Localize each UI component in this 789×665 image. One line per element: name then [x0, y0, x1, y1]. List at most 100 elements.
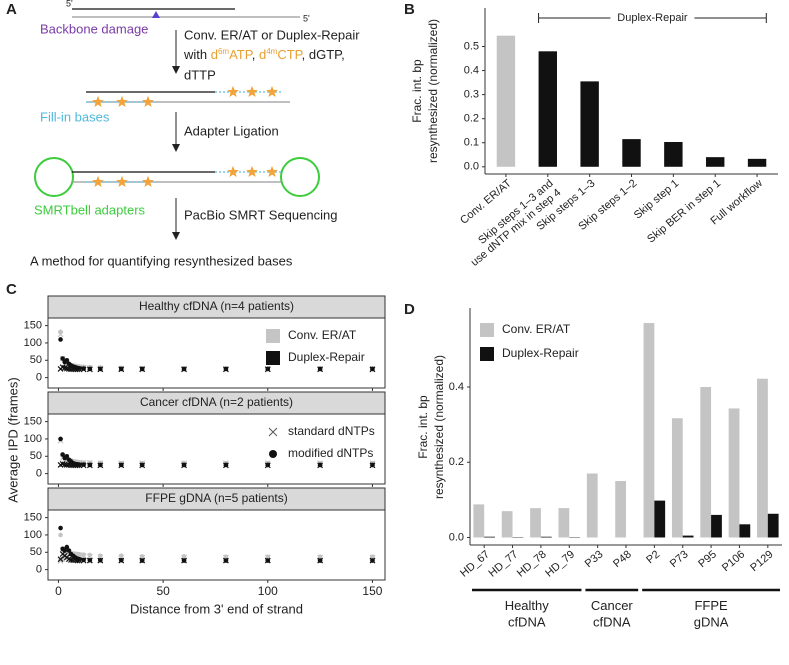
star [116, 175, 128, 187]
point [87, 552, 93, 558]
y-tick-label: 50 [30, 354, 42, 366]
y-axis-label: resynthesized (normalized) [432, 355, 446, 499]
y-tick-label: 0.4 [449, 381, 464, 393]
point [64, 453, 70, 459]
point [139, 558, 145, 563]
x-tick-label: 50 [156, 584, 170, 598]
point [370, 462, 375, 468]
point [60, 356, 65, 361]
point [370, 554, 375, 560]
point [81, 462, 86, 467]
y-tick-label: 150 [24, 416, 42, 428]
star [92, 95, 104, 107]
y-axis-label: Frac. int. bp [416, 395, 430, 459]
annotation: Duplex-Repair [617, 12, 688, 24]
bar [664, 142, 683, 167]
point [98, 366, 103, 372]
legend-swatch [480, 347, 494, 361]
step-text: PacBio SMRT Sequencing [184, 207, 337, 222]
panel-label: B [404, 1, 415, 18]
x-tick-label: 100 [258, 584, 278, 598]
point [60, 452, 65, 457]
facet-title: Healthy cfDNA (n=4 patients) [139, 299, 294, 313]
point [81, 552, 86, 558]
point [98, 462, 103, 468]
point [139, 462, 145, 468]
y-axis-label: resynthesized (normalized) [426, 19, 440, 163]
point [58, 329, 63, 335]
y-tick-label: 0.5 [464, 40, 479, 52]
point [77, 365, 82, 371]
y-tick-label: 0 [36, 372, 42, 384]
point [223, 462, 229, 468]
damage-mark [152, 11, 160, 18]
adapter [280, 157, 320, 197]
point [181, 462, 187, 468]
point [98, 557, 103, 563]
y-tick-label: 50 [30, 546, 42, 558]
facet-title: FFPE gDNA (n=5 patients) [145, 491, 287, 505]
y-tick-label: 100 [24, 337, 42, 349]
point [98, 553, 103, 559]
plot-frame [47, 317, 386, 389]
y-tick-label: 50 [30, 450, 42, 462]
x-tick-label: P2 [644, 548, 662, 566]
bar [501, 511, 513, 538]
step-text-part: with [183, 47, 211, 62]
y-tick-label: 0.0 [449, 531, 464, 543]
legend-label: standard dNTPs [288, 424, 375, 438]
x-tick-label: P95 [696, 548, 719, 570]
point [58, 337, 63, 342]
star [246, 165, 258, 177]
y-tick-label: 150 [24, 512, 42, 524]
point [265, 366, 271, 372]
bar [739, 524, 751, 538]
x-tick-label: 150 [362, 584, 382, 598]
adapter [34, 157, 74, 197]
conclusion: A method for quantifying resynthesized b… [30, 253, 293, 268]
y-tick-label: 0.3 [464, 89, 479, 101]
arrow-head [172, 66, 180, 74]
bar [671, 418, 683, 538]
y-tick-label: 150 [24, 320, 42, 332]
point [58, 436, 63, 442]
point [118, 553, 124, 559]
plot-frame [47, 413, 386, 485]
legend-swatch [266, 351, 280, 365]
point [62, 548, 68, 553]
star [227, 165, 239, 177]
strand-end: 5' [66, 0, 73, 8]
star [246, 85, 258, 97]
facet-title: Cancer cfDNA (n=2 patients) [140, 395, 293, 409]
step-text-part: , dGTP, [302, 47, 345, 62]
plot-frame [47, 509, 386, 581]
point [64, 357, 70, 363]
bar [586, 473, 598, 538]
point [66, 548, 72, 553]
point [317, 462, 323, 468]
bar [700, 387, 712, 538]
point [317, 554, 323, 560]
point [58, 525, 63, 531]
bar [580, 81, 599, 167]
step-text: with d6mATP, d4mCTP, dGTP, [183, 47, 345, 63]
fill-label: Fill-in bases [40, 109, 110, 124]
y-tick-label: 100 [24, 529, 42, 541]
star [266, 85, 278, 97]
legend-swatch [266, 329, 280, 343]
damage-label: Backbone damage [40, 21, 148, 36]
y-tick-label: 0.4 [464, 64, 479, 76]
group-label: FFPE gDNA [694, 598, 729, 629]
bar [728, 408, 740, 538]
x-tick-label: P106 [720, 548, 747, 574]
star [142, 175, 154, 187]
bar [711, 514, 722, 538]
y-tick-label: 0.1 [464, 137, 479, 149]
x-tick-label: P73 [668, 548, 691, 570]
point [64, 544, 70, 550]
point [118, 366, 124, 372]
step-text-part: d [211, 47, 218, 62]
bar [767, 513, 779, 538]
